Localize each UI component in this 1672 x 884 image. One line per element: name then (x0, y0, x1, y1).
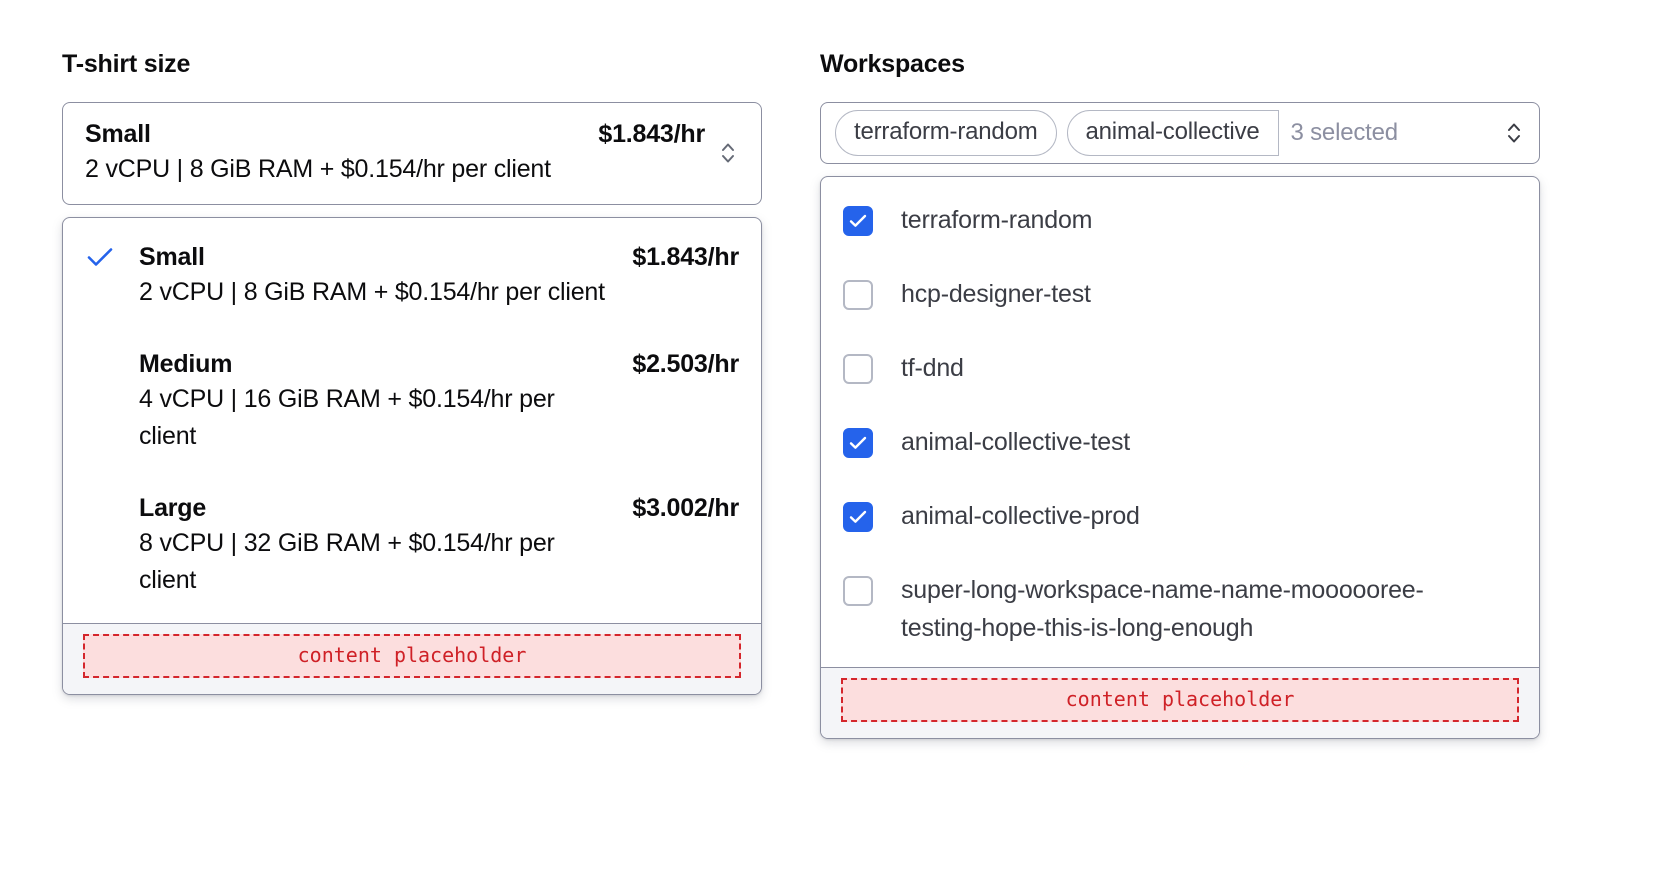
checkbox-unchecked-icon[interactable] (843, 354, 873, 384)
workspaces-label: Workspaces (820, 50, 965, 78)
workspace-option-animal-collective-test[interactable]: animal-collective-test (843, 423, 1517, 461)
workspace-label: animal-collective-test (901, 428, 1131, 456)
tshirt-size-select-trigger[interactable]: Small $1.843/hr 2 vCPU | 8 GiB RAM + $0.… (62, 102, 762, 205)
option-price: $1.843/hr (632, 243, 739, 271)
selected-size-description: 2 vCPU | 8 GiB RAM + $0.154/hr per clien… (85, 155, 551, 183)
workspace-option-terraform-random[interactable]: terraform-random (843, 201, 1517, 239)
selected-chips: terraform-random animal-collective (835, 110, 1279, 156)
checkbox-checked-icon[interactable] (843, 206, 873, 236)
option-row: Small $1.843/hr (139, 240, 739, 274)
option-description: 4 vCPU | 16 GiB RAM + $0.154/hr per clie… (139, 385, 555, 450)
chip-terraform-random[interactable]: terraform-random (835, 110, 1057, 156)
option-body: Medium $2.503/hr 4 vCPU | 16 GiB RAM + $… (139, 347, 739, 455)
check-icon-placeholder (85, 491, 139, 496)
option-description: 2 vCPU | 8 GiB RAM + $0.154/hr per clien… (139, 278, 605, 306)
workspaces-field: Workspaces terraform-random animal-colle… (820, 0, 1540, 739)
option-body: Small $1.843/hr 2 vCPU | 8 GiB RAM + $0.… (139, 240, 739, 311)
workspaces-listbox-footer: content placeholder (821, 667, 1539, 738)
workspace-label: hcp-designer-test (901, 280, 1091, 308)
tshirt-size-listbox: Small $1.843/hr 2 vCPU | 8 GiB RAM + $0.… (62, 217, 762, 695)
option-name: Medium (139, 350, 233, 378)
workspaces-options: terraform-random hcp-designer-test tf-dn… (821, 177, 1539, 667)
chevron-up-down-icon[interactable] (1503, 118, 1525, 148)
content-placeholder: content placeholder (83, 634, 741, 678)
tshirt-size-option-small[interactable]: Small $1.843/hr 2 vCPU | 8 GiB RAM + $0.… (85, 240, 739, 311)
option-description: 8 vCPU | 32 GiB RAM + $0.154/hr per clie… (139, 529, 555, 594)
workspace-label: animal-collective-prod (901, 502, 1140, 530)
option-body: Large $3.002/hr 8 vCPU | 32 GiB RAM + $0… (139, 491, 739, 599)
checkbox-checked-icon[interactable] (843, 428, 873, 458)
selected-count-text: 3 selected (1290, 119, 1399, 146)
option-price: $3.002/hr (632, 494, 739, 522)
chip-animal-collective[interactable]: animal-collective (1066, 110, 1279, 156)
tshirt-size-trigger-body: Small $1.843/hr 2 vCPU | 8 GiB RAM + $0.… (85, 117, 713, 188)
checkbox-checked-icon[interactable] (843, 502, 873, 532)
check-icon-placeholder (85, 347, 139, 352)
option-row: Medium $2.503/hr (139, 347, 739, 381)
option-name: Large (139, 494, 207, 522)
option-price: $2.503/hr (632, 350, 739, 378)
option-name: Small (139, 243, 205, 271)
checkbox-unchecked-icon[interactable] (843, 576, 873, 606)
tshirt-size-trigger-row: Small $1.843/hr (85, 117, 705, 151)
workspace-option-hcp-designer-test[interactable]: hcp-designer-test (843, 275, 1517, 313)
tshirt-size-label: T-shirt size (62, 50, 191, 78)
tshirt-size-option-medium[interactable]: Medium $2.503/hr 4 vCPU | 16 GiB RAM + $… (85, 347, 739, 455)
tshirt-listbox-footer: content placeholder (63, 623, 761, 694)
tshirt-size-options: Small $1.843/hr 2 vCPU | 8 GiB RAM + $0.… (63, 218, 761, 623)
workspace-option-animal-collective-prod[interactable]: animal-collective-prod (843, 497, 1517, 535)
workspace-option-tf-dnd[interactable]: tf-dnd (843, 349, 1517, 387)
workspace-label: super-long-workspace-name-name-moooooree… (901, 576, 1424, 642)
selected-size-name: Small (85, 120, 151, 148)
tshirt-size-option-large[interactable]: Large $3.002/hr 8 vCPU | 32 GiB RAM + $0… (85, 491, 739, 599)
checkbox-unchecked-icon[interactable] (843, 280, 873, 310)
workspace-option-super-long-name[interactable]: super-long-workspace-name-name-moooooree… (843, 571, 1517, 647)
content-placeholder: content placeholder (841, 678, 1519, 722)
workspace-label: tf-dnd (901, 354, 964, 382)
workspaces-combobox-trigger[interactable]: terraform-random animal-collective 3 sel… (820, 102, 1540, 164)
selected-size-price: $1.843/hr (598, 120, 705, 148)
workspace-label: terraform-random (901, 206, 1093, 234)
tshirt-size-field: T-shirt size Small $1.843/hr 2 vCPU | 8 … (62, 0, 762, 695)
chevron-up-down-icon[interactable] (717, 136, 739, 170)
check-icon (85, 240, 139, 269)
option-row: Large $3.002/hr (139, 491, 739, 525)
workspaces-listbox: terraform-random hcp-designer-test tf-dn… (820, 176, 1540, 739)
